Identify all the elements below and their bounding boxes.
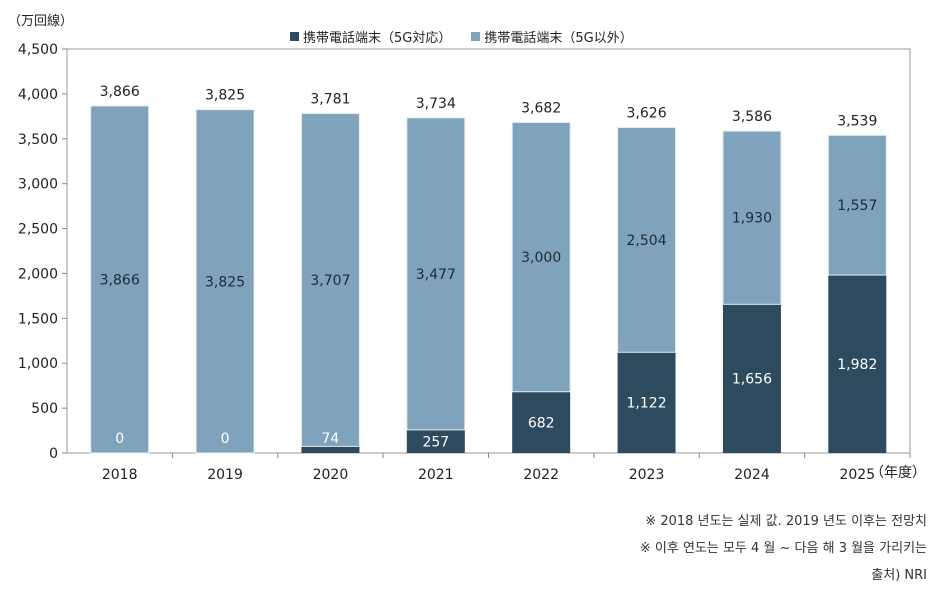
data-label-total: 3,626 [627,105,667,121]
bar-segment-non-5g [827,134,887,276]
bar-segment-non-5g [90,105,150,454]
data-label-5g: 74 [322,431,340,447]
note-line-2: ※ 이후 연도는 모두 4 월 ~ 다음 해 3 월을 가리키는 [639,541,927,556]
legend-label-non-5g: 携帯電話端末（5G以外） [484,31,633,46]
legend-swatch-5g [290,32,299,41]
y-tick-label: 3,500 [18,132,58,148]
y-tick-label: 4,000 [18,87,58,103]
data-label-5g: 1,122 [627,396,667,412]
bar-segment-non-5g [722,130,782,305]
legend-swatch-non-5g [471,32,481,41]
chart-legend: 携帯電話端末（5G対応） 携帯電話端末（5G以外） [290,27,633,46]
data-label-5g: 257 [422,434,449,450]
data-label-non-5g: 2,504 [627,233,667,249]
x-axis-unit-label: （年度） [870,465,926,481]
data-label-5g: 1,656 [732,372,772,388]
stacked-bar-chart: 0 500 1,000 1,500 2,000 2,500 3,000 3,500 4,000 4… [18,42,911,483]
data-label-non-5g: 3,477 [416,267,456,283]
bar-segment-non-5g [617,126,677,353]
data-label-non-5g: 1,557 [837,198,877,214]
bar-segment-non-5g [300,113,360,447]
x-tick-label: 2023 [629,467,665,483]
data-label-non-5g: 3,707 [310,273,350,289]
data-label-non-5g: 3,866 [100,272,140,288]
data-label-5g: 1,982 [837,357,877,373]
y-tick-label: 3,000 [18,177,58,193]
data-label-total: 3,866 [100,84,140,100]
data-label-5g: 682 [528,415,555,431]
data-label-total: 3,682 [521,100,561,116]
bar-segment-non-5g [511,121,571,393]
x-tick-label: 2019 [207,467,243,483]
source-note: 출처) NRI [871,568,927,583]
y-tick-label: 500 [31,401,58,417]
data-label-total: 3,825 [205,88,245,104]
data-label-total: 3,539 [837,113,877,129]
data-label-non-5g: 3,825 [205,274,245,290]
data-label-total: 3,781 [310,92,350,108]
data-label-5g: 0 [115,431,124,447]
bar-segment-5g [828,275,887,453]
bar-segment-5g [301,446,360,453]
legend-item-non-5g: 携帯電話端末（5G以外） [471,27,633,46]
bar-segment-5g [406,429,465,453]
y-tick-label: 1,000 [18,356,58,372]
x-tick-label: 2022 [523,467,559,483]
bar-segment-5g [722,304,781,453]
x-tick-label: 2020 [313,467,349,483]
x-tick-label: 2018 [102,467,138,483]
chart-notes: ※ 2018 년도는 실제 값. 2019 년도 이후는 전망치 ※ 이후 연도… [640,508,927,589]
data-label-non-5g: 3,000 [521,250,561,266]
bar-segment-5g [512,391,571,453]
data-label-5g: 0 [221,431,230,447]
data-label-non-5g: 1,930 [732,211,772,227]
y-tick-label: 2,500 [18,222,58,238]
data-label-total: 3,734 [416,96,456,112]
y-tick-label: 0 [49,446,58,462]
y-tick-label: 1,500 [18,311,58,327]
legend-label-5g: 携帯電話端末（5G対応） [303,31,452,46]
y-tick-label: 4,500 [18,42,58,58]
plot-frame [66,48,911,454]
bar-segment-5g [617,352,676,453]
bar-segment-non-5g [406,117,466,431]
note-line-1: ※ 2018 년도는 실제 값. 2019 년도 이후는 전망치 [645,514,927,529]
legend-item-5g: 携帯電話端末（5G対応） [290,27,451,46]
y-axis-unit-label: （万回線） [8,14,74,29]
x-tick-label: 2024 [734,467,770,483]
y-tick-label: 2,000 [18,266,58,282]
x-tick-label: 2021 [418,467,454,483]
x-tick-label: 2025 [839,467,875,483]
bar-segment-non-5g [195,109,255,454]
data-label-total: 3,586 [732,109,772,125]
